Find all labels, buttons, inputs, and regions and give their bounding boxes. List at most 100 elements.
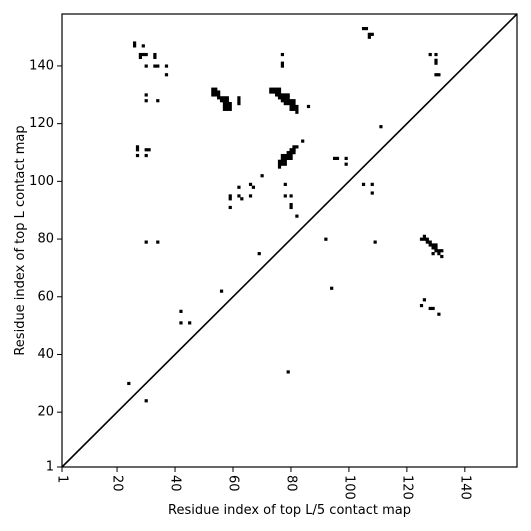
contact-cell-lower xyxy=(428,240,432,244)
contact-cell-upper xyxy=(280,153,285,158)
contact-cell-upper xyxy=(289,156,293,161)
contact-cell-upper xyxy=(222,107,227,111)
contact-cell-upper xyxy=(295,214,299,218)
contact-cell-upper xyxy=(127,381,131,386)
contact-cell-upper xyxy=(289,151,293,155)
contact-cell-upper xyxy=(286,99,290,103)
contact-cell-upper xyxy=(280,96,285,100)
contact-cell-upper xyxy=(153,55,157,60)
contact-cell-upper xyxy=(269,90,273,94)
contact-cell-upper xyxy=(286,102,290,106)
contact-cell-upper xyxy=(295,110,299,114)
contact-cell-lower xyxy=(419,303,424,308)
contact-cell-upper xyxy=(260,174,264,178)
y-tick-label: 100 xyxy=(29,174,54,189)
contact-cell-upper xyxy=(272,87,276,91)
contact-cell-upper xyxy=(141,52,145,57)
contact-cell-upper xyxy=(240,197,244,201)
contact-cell-upper xyxy=(188,321,192,325)
contact-cell-upper xyxy=(283,153,287,158)
x-tick-label: 20 xyxy=(110,475,125,492)
contact-cell-upper xyxy=(292,107,296,111)
contact-cell-upper xyxy=(277,87,282,91)
contact-cell-upper xyxy=(344,162,348,166)
contact-cell-upper xyxy=(332,156,337,161)
contact-cell-lower xyxy=(428,306,432,311)
contact-cell-upper xyxy=(211,90,215,94)
x-tick-label: 120 xyxy=(399,475,414,500)
contact-cells xyxy=(127,26,444,403)
contact-cell-upper xyxy=(144,240,148,244)
contact-cell-upper xyxy=(141,44,145,48)
contact-cell-lower xyxy=(440,249,444,253)
contact-cell-upper xyxy=(228,197,232,201)
contact-cell-upper xyxy=(289,107,293,111)
contact-cell-lower xyxy=(431,306,435,311)
x-axis-ticks: 1 20 40 60 80 100 120 140 xyxy=(55,467,472,500)
contact-cell-upper xyxy=(248,182,253,186)
contact-cell-upper xyxy=(211,87,215,91)
contact-cell-upper xyxy=(228,102,232,106)
contact-cell-upper xyxy=(280,162,285,166)
contact-cell-lower xyxy=(431,252,435,256)
contact-cell-upper xyxy=(283,162,287,166)
contact-cell-upper xyxy=(219,289,224,293)
contact-cell-upper xyxy=(214,87,218,91)
contact-cell-upper xyxy=(228,107,232,111)
contact-cell-upper xyxy=(289,153,293,158)
contact-cell-upper xyxy=(225,107,229,111)
contact-cell-upper xyxy=(237,102,241,106)
contact-cell-upper xyxy=(222,102,227,106)
contact-cell-upper xyxy=(277,90,282,94)
contact-cell-lower xyxy=(419,237,424,241)
contact-cell-upper xyxy=(156,99,160,103)
contact-cell-upper xyxy=(164,73,169,77)
contact-cell-upper xyxy=(222,96,227,100)
contact-cell-upper xyxy=(272,90,276,94)
contact-cell-upper xyxy=(144,148,148,152)
x-tick-label: 60 xyxy=(225,475,240,492)
contact-cell-upper xyxy=(144,399,148,403)
contact-cell-upper xyxy=(289,202,293,207)
contact-cell-upper xyxy=(280,99,285,103)
contact-cell-upper xyxy=(289,205,293,210)
y-axis-label: Residue index of top L contact map xyxy=(13,125,28,355)
contact-cell-upper xyxy=(237,99,241,103)
contact-cell-upper xyxy=(269,87,273,91)
contact-cell-upper xyxy=(217,93,221,97)
contact-cell-lower xyxy=(431,246,435,250)
x-axis-label: Residue index of top L/5 contact map xyxy=(168,503,411,518)
x-tick-label: 80 xyxy=(283,475,298,492)
contact-cell-upper xyxy=(283,156,287,161)
contact-cell-lower xyxy=(434,52,438,57)
contact-cell-upper xyxy=(361,182,366,186)
y-tick-label: 60 xyxy=(37,289,54,304)
contact-cell-lower xyxy=(437,312,441,316)
contact-cell-upper xyxy=(286,93,290,97)
contact-cell-upper xyxy=(237,194,241,198)
contact-cell-upper xyxy=(283,99,287,103)
contact-cell-upper xyxy=(217,96,221,100)
contact-cell-upper xyxy=(295,107,299,111)
y-tick-label: 120 xyxy=(29,116,54,131)
y-tick-label: 40 xyxy=(37,347,54,362)
contact-cell-upper xyxy=(217,90,221,94)
contact-cell-upper xyxy=(283,182,287,186)
contact-cell-upper xyxy=(306,104,311,109)
contact-cell-upper xyxy=(367,32,371,36)
contact-cell-upper xyxy=(156,64,160,68)
contact-cell-upper xyxy=(295,104,299,109)
contact-cell-upper xyxy=(370,191,374,195)
y-tick-label: 1 xyxy=(46,460,54,475)
contact-cell-upper xyxy=(225,104,229,109)
x-tick-label: 40 xyxy=(168,475,183,492)
contact-cell-upper xyxy=(275,93,279,97)
contact-cell-upper xyxy=(138,52,142,57)
contact-cell-upper xyxy=(283,159,287,163)
contact-cell-lower xyxy=(425,237,429,241)
contact-cell-upper xyxy=(280,64,285,68)
contact-cell-lower xyxy=(431,243,435,247)
contact-cell-lower xyxy=(428,243,432,247)
contact-cell-upper xyxy=(214,90,218,94)
contact-cell-upper xyxy=(280,61,285,65)
